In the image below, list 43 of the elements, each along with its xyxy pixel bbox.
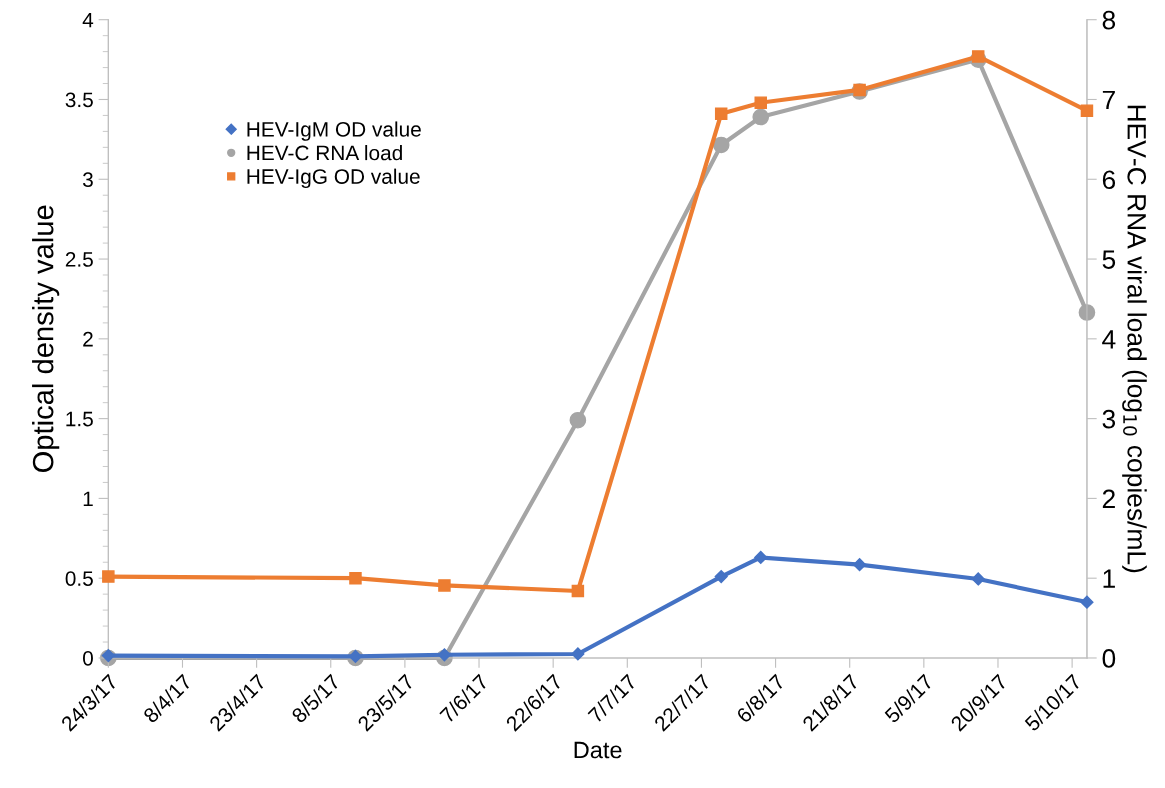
point — [102, 570, 115, 583]
point — [853, 558, 867, 572]
y2-axis-title: HEV-C RNA viral load (log$_{10}$ copies/mL) — [1122, 105, 1147, 573]
y-tick-label: 3.5 — [65, 92, 93, 108]
point — [754, 550, 768, 565]
legend-label: HEV-C RNA load — [247, 145, 402, 161]
point — [754, 96, 767, 109]
point — [714, 107, 728, 121]
y2-tick-label: 4 — [1102, 330, 1116, 349]
y-tick-label: 3 — [82, 172, 93, 188]
point — [971, 50, 985, 63]
y-axis-title: Optical density value — [32, 205, 60, 473]
point — [348, 649, 363, 663]
legend-label: HEV-IgG OD value — [247, 168, 420, 189]
y2-tick-label: 8 — [1102, 10, 1116, 30]
y2-tick-label: 1 — [1103, 569, 1115, 588]
y2-tick-label: 5 — [1102, 250, 1116, 269]
y-tick-label: 0 — [82, 650, 93, 666]
y-tick-label: 1.5 — [66, 411, 93, 427]
y-tick-label: 0.5 — [65, 571, 93, 586]
y-tick-label: 2.5 — [65, 252, 93, 267]
point — [971, 572, 985, 586]
point — [714, 570, 728, 584]
y2-tick-label: 3 — [1102, 409, 1116, 429]
point — [571, 584, 585, 598]
point — [569, 411, 587, 429]
point — [1080, 595, 1094, 609]
y2-tick-label: 0 — [1102, 649, 1116, 668]
y2-tick-label: 2 — [1102, 489, 1115, 508]
point — [571, 647, 585, 661]
legend-label: HEV-IgM OD value — [247, 121, 421, 141]
point — [1080, 104, 1094, 117]
y-tick-label: 4 — [82, 12, 94, 28]
x-axis-title: Date — [574, 741, 622, 759]
point — [437, 648, 452, 662]
y2-tick-label: 7 — [1102, 90, 1115, 110]
point — [712, 136, 730, 154]
point — [438, 579, 451, 592]
y-tick-label: 1 — [83, 491, 93, 506]
point — [349, 571, 362, 585]
y-tick-label: 2 — [83, 331, 93, 347]
y2-tick-label: 6 — [1102, 170, 1116, 190]
point — [752, 108, 770, 126]
